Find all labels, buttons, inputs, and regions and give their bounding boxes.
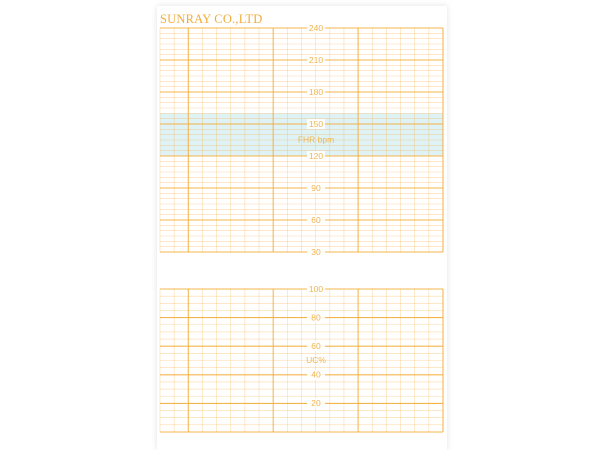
uc-tick-label: 80 (311, 312, 321, 322)
fhr-tick-label: 180 (309, 87, 323, 97)
fhr-tick-label: 210 (309, 55, 323, 65)
uc-tick-bg (307, 341, 325, 352)
fhr-unit-label: FHR bpm (298, 134, 334, 144)
fhr-tick-bg (307, 23, 325, 33)
fhr-tick-label: 150 (309, 119, 323, 129)
fhr-tick-bg (307, 183, 325, 193)
uc-tick-label: 100 (309, 284, 323, 294)
uc-tick-label: 20 (311, 398, 321, 408)
fhr-tick-bg (307, 151, 325, 161)
fhr-tick-bg (307, 87, 325, 97)
fhr-tick-bg (307, 55, 325, 65)
uc-tick-bg (307, 284, 325, 294)
fhr-tick-label: 30 (311, 247, 321, 257)
fhr-tick-bg (307, 247, 325, 257)
fhr-tick-bg (307, 215, 325, 225)
uc-tick-bg (307, 369, 325, 380)
uc-unit-label: UC% (306, 355, 326, 365)
uc-tick-bg (307, 312, 325, 323)
company-name: SUNRAY CO.,LTD (160, 12, 263, 26)
uc-tick-label: 60 (311, 341, 321, 351)
fhr-tick-label: 90 (311, 183, 321, 193)
fhr-normal-band (160, 113, 443, 156)
ctg-paper (157, 6, 447, 450)
fhr-tick-label: 240 (309, 23, 323, 33)
fhr-tick-label: 60 (311, 215, 321, 225)
uc-tick-bg (307, 398, 325, 409)
fhr-tick-bg (307, 119, 325, 129)
uc-tick-label: 40 (311, 370, 321, 380)
fhr-tick-label: 120 (309, 151, 323, 161)
